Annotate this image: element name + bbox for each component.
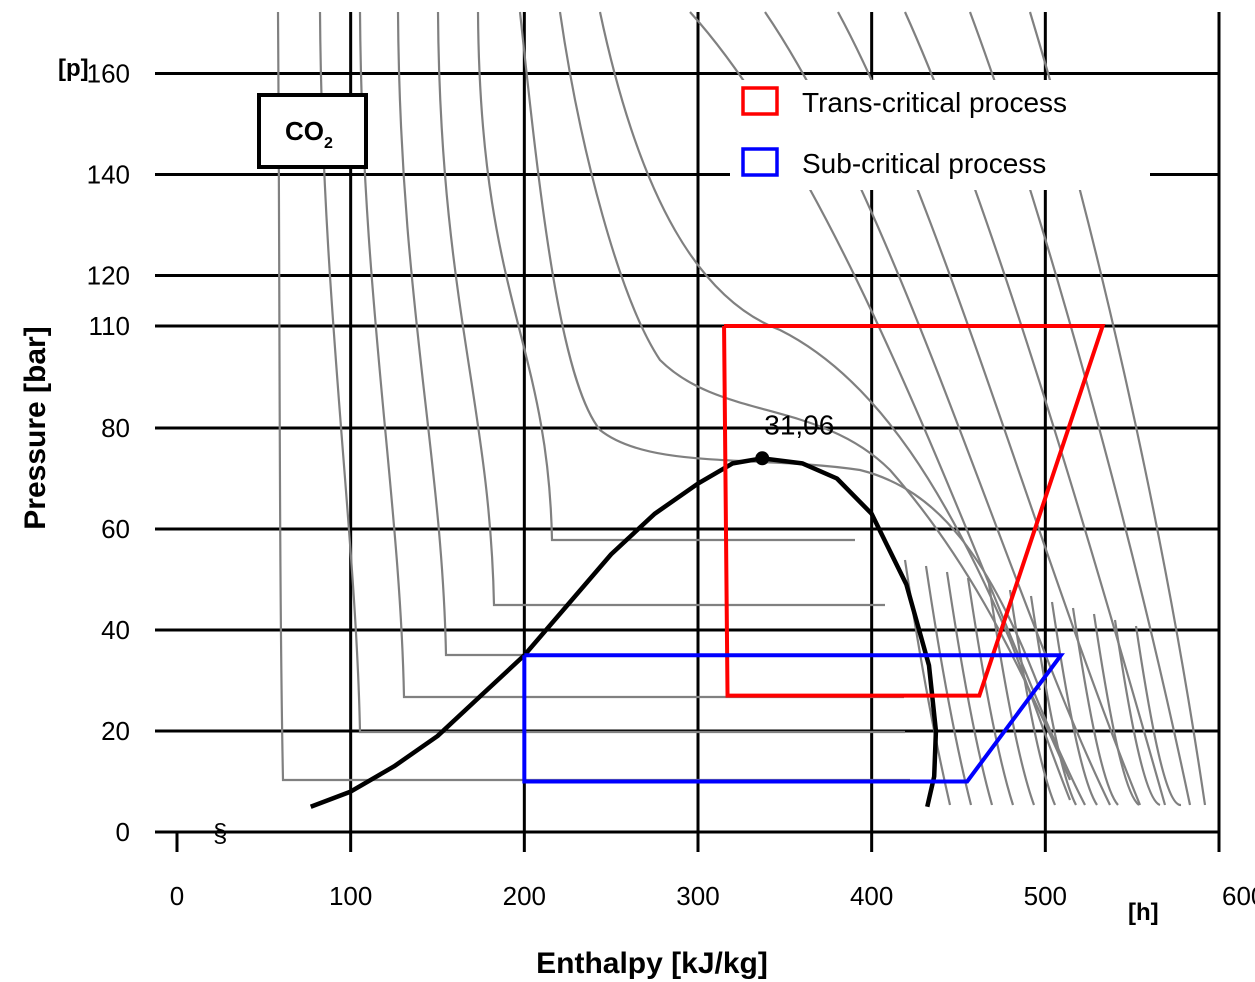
y-tick-label-20: 20 [101,716,130,746]
x-tick-label-500: 500 [1024,881,1067,911]
trans-critical-cycle [722,324,1106,698]
legend-label-trans-critical: Trans-critical process [802,87,1067,118]
isotherm-superheated-5 [987,583,1036,806]
fluid-box-frame [257,93,368,169]
isotherm-superheated-9 [1071,607,1119,806]
isotherm-superheated-12 [1134,625,1182,807]
y-tick-labels: 0 20 40 60 80 110 120 140 160 [87,59,130,848]
saturation-dome-curve [309,456,939,809]
process-cycles [522,324,1106,784]
isotherm-superheated-10 [1092,613,1140,806]
y-tick-label-110: 110 [89,311,130,341]
x-tick-label-200: 200 [503,881,546,911]
isotherm-liquid-5 [436,11,885,607]
y-axis-title: Pressure [bar] [19,326,52,529]
isotherm-superheated-6 [1008,589,1057,806]
fluid-label: CO2 [285,116,333,152]
x-tick-label-100: 100 [329,881,372,911]
fluid-label-main: CO [285,116,324,146]
x-unit-tag: [h] [1128,899,1159,926]
x-tick-label-600: 600 [1222,881,1255,911]
y-tick-label-80: 80 [101,413,130,443]
isotherm-liquid-4 [396,11,900,657]
x-tick-labels: 0 100 200 300 400 500 600 [170,881,1255,911]
sub-critical-cycle [522,653,1065,784]
critical-point-marker [755,451,770,466]
isotherm-liquid-6 [476,11,855,542]
axis-break-symbol: § [213,818,227,848]
fluid-label-box: CO2 [257,93,368,169]
legend-swatch-sub-critical [741,147,779,177]
isotherm-near-critical-2 [558,11,1072,781]
legend-background [730,80,1150,190]
critical-point: 31,06 [755,409,834,466]
y-tick-label-120: 120 [87,261,130,291]
x-tick-label-400: 400 [850,881,893,911]
legend-label-sub-critical: Sub-critical process [802,148,1046,179]
isotherm-superheated-3 [945,571,994,806]
x-tick-label-0: 0 [170,881,184,911]
x-tick-label-300: 300 [676,881,719,911]
isotherm-superheated-7 [1029,595,1077,806]
isotherm-superheated-8 [1050,601,1098,806]
isotherm-superheated-4 [966,577,1015,806]
y-tick-label-0: 0 [116,817,130,847]
y-tick-label-60: 60 [101,514,130,544]
isotherm-near-critical-1 [518,11,1042,691]
saturation-dome [309,456,939,809]
critical-point-label: 31,06 [764,409,834,440]
x-axis-title: Enthalpy [kJ/kg] [536,947,768,980]
legend-swatch-trans-critical [741,86,779,116]
y-tick-label-40: 40 [101,615,130,645]
legend: Trans-critical process Sub-critical proc… [730,80,1150,190]
isotherm-superheated-11 [1113,619,1161,807]
y-tick-label-140: 140 [87,160,130,190]
fluid-label-subscript: 2 [324,135,333,152]
y-tick-label-160: 160 [87,59,130,89]
y-unit-tag: [p] [58,55,89,82]
